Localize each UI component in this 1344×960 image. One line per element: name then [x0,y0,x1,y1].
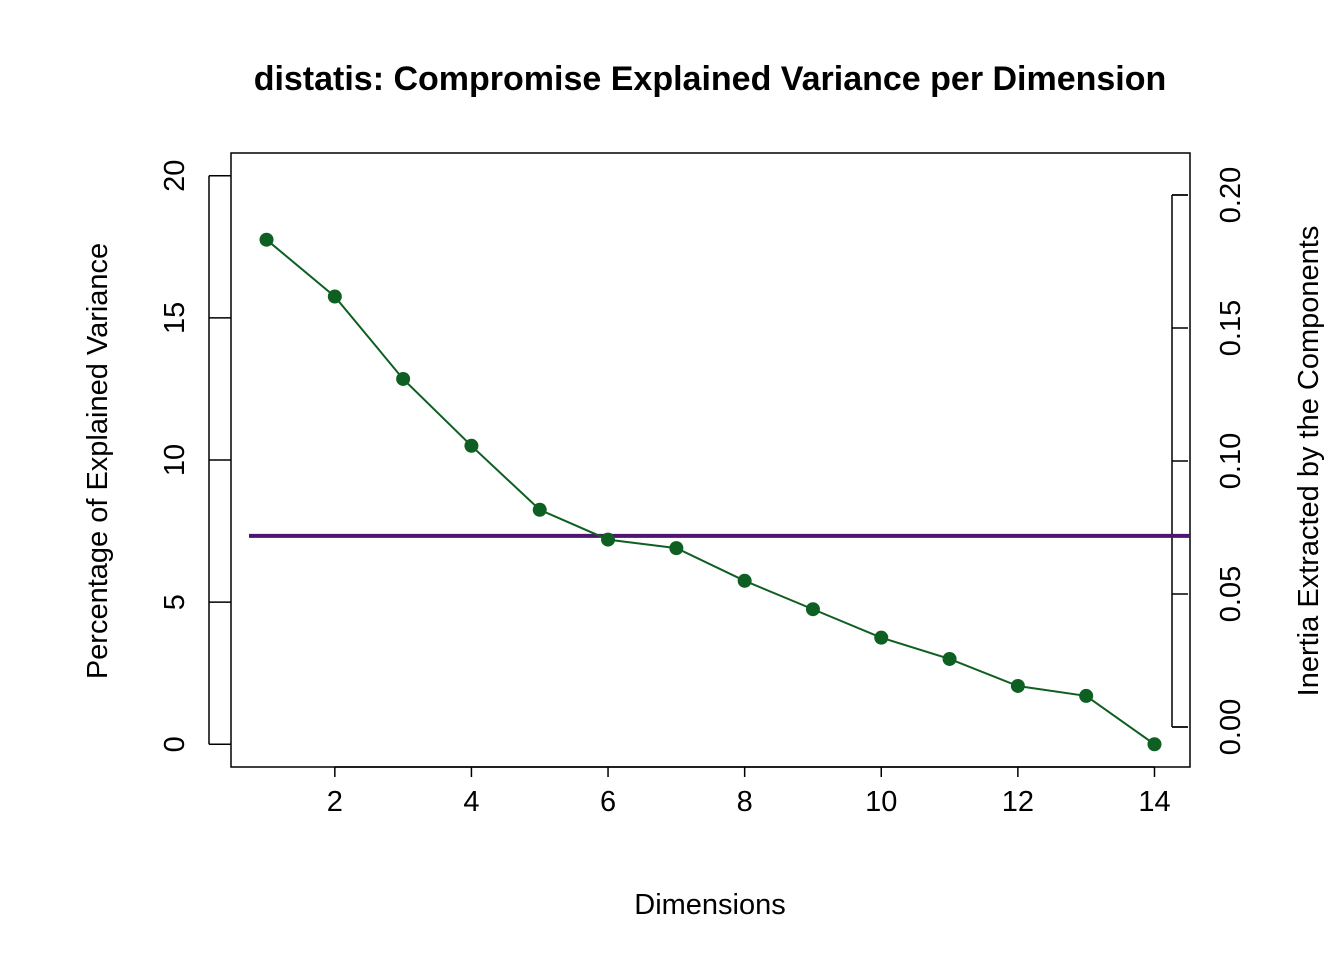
secondary-y-axis-label: Inertia Extracted by the Components [1293,226,1325,697]
data-point [396,371,411,386]
series-layer [259,232,1162,752]
y-axis-label: Percentage of Explained Variance [82,243,114,679]
y-tick-label: 0 [159,736,191,752]
x-axis-label: Dimensions [634,889,786,921]
data-point [942,651,957,666]
secondary-y-tick-label: 0.05 [1215,566,1247,622]
x-tick-label: 8 [737,786,753,818]
data-point [737,573,752,588]
data-point [1010,678,1025,693]
series-line [265,238,1156,746]
x-axis: 2 4 6 8 10 12 14 [327,766,1171,818]
y-tick-label: 20 [159,160,191,192]
plot-frame [230,152,1191,768]
data-point [1079,688,1094,703]
y-tick-label: 15 [159,302,191,334]
x-tick-label: 12 [1002,786,1034,818]
secondary-y-tick-label: 0.20 [1215,167,1247,223]
secondary-y-axis: 0.00 0.05 0.10 0.15 0.20 [1171,167,1247,755]
y-tick-label: 5 [159,594,191,610]
data-point [805,602,820,617]
x-tick-label: 4 [463,786,479,818]
data-point [464,438,479,453]
data-point [327,289,342,304]
y-axis: 0 5 10 15 20 [159,160,231,752]
secondary-y-tick-label: 0.15 [1215,300,1247,356]
data-point [259,232,274,247]
chart-title: distatis: Compromise Explained Variance … [254,60,1167,98]
x-tick-label: 10 [865,786,897,818]
data-point [532,502,547,517]
data-point [669,541,684,556]
x-tick-label: 14 [1138,786,1170,818]
secondary-y-tick-label: 0.10 [1215,433,1247,489]
x-tick-label: 2 [327,786,343,818]
secondary-y-tick-label: 0.00 [1215,699,1247,755]
data-point [1147,737,1162,752]
data-point [874,630,889,645]
y-tick-label: 10 [159,444,191,476]
data-point [601,532,616,547]
x-tick-label: 6 [600,786,616,818]
